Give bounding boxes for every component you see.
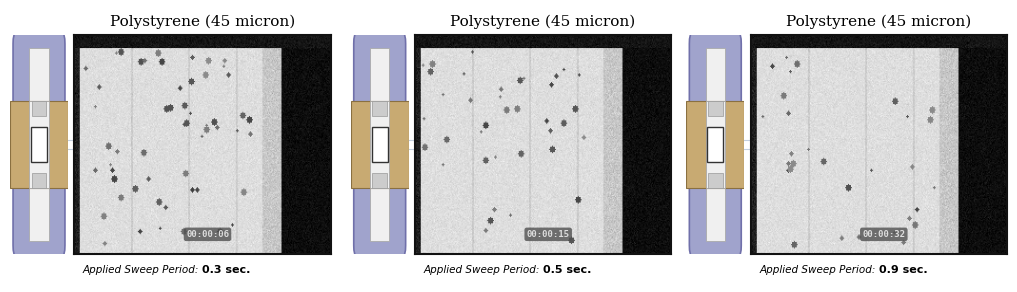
Bar — [370, 101, 390, 188]
FancyBboxPatch shape — [690, 33, 741, 256]
Bar — [372, 173, 387, 188]
Bar — [32, 101, 47, 116]
Bar — [706, 48, 725, 241]
Text: Applied Sweep Period:: Applied Sweep Period: — [423, 265, 543, 275]
Text: 0.9 sec.: 0.9 sec. — [879, 265, 928, 275]
Text: Polystyrene (​45 micron​): Polystyrene (​45 micron​) — [110, 15, 295, 29]
Bar — [32, 173, 47, 188]
Bar — [29, 101, 49, 188]
Text: 00:00:32: 00:00:32 — [862, 230, 905, 239]
Bar — [372, 101, 387, 116]
Text: Polystyrene (​45 micron​): Polystyrene (​45 micron​) — [451, 15, 636, 29]
FancyBboxPatch shape — [13, 33, 65, 256]
Bar — [706, 101, 725, 188]
Bar — [370, 48, 390, 241]
Text: 00:00:15: 00:00:15 — [527, 230, 570, 239]
Text: Polystyrene (​45 micron​): Polystyrene (​45 micron​) — [786, 15, 971, 29]
Bar — [31, 127, 47, 162]
Text: 0.3 sec.: 0.3 sec. — [202, 265, 251, 275]
Text: 0.5 sec.: 0.5 sec. — [543, 265, 592, 275]
Text: Applied Sweep Period:: Applied Sweep Period: — [82, 265, 202, 275]
Bar — [686, 101, 744, 188]
Bar — [29, 48, 49, 241]
Bar — [351, 101, 409, 188]
Text: 00:00:06: 00:00:06 — [186, 230, 229, 239]
FancyBboxPatch shape — [354, 33, 406, 256]
Bar — [707, 127, 723, 162]
Text: Applied Sweep Period:: Applied Sweep Period: — [759, 265, 879, 275]
Bar — [10, 101, 68, 188]
Bar — [708, 173, 723, 188]
Bar — [708, 101, 723, 116]
Bar — [371, 127, 387, 162]
